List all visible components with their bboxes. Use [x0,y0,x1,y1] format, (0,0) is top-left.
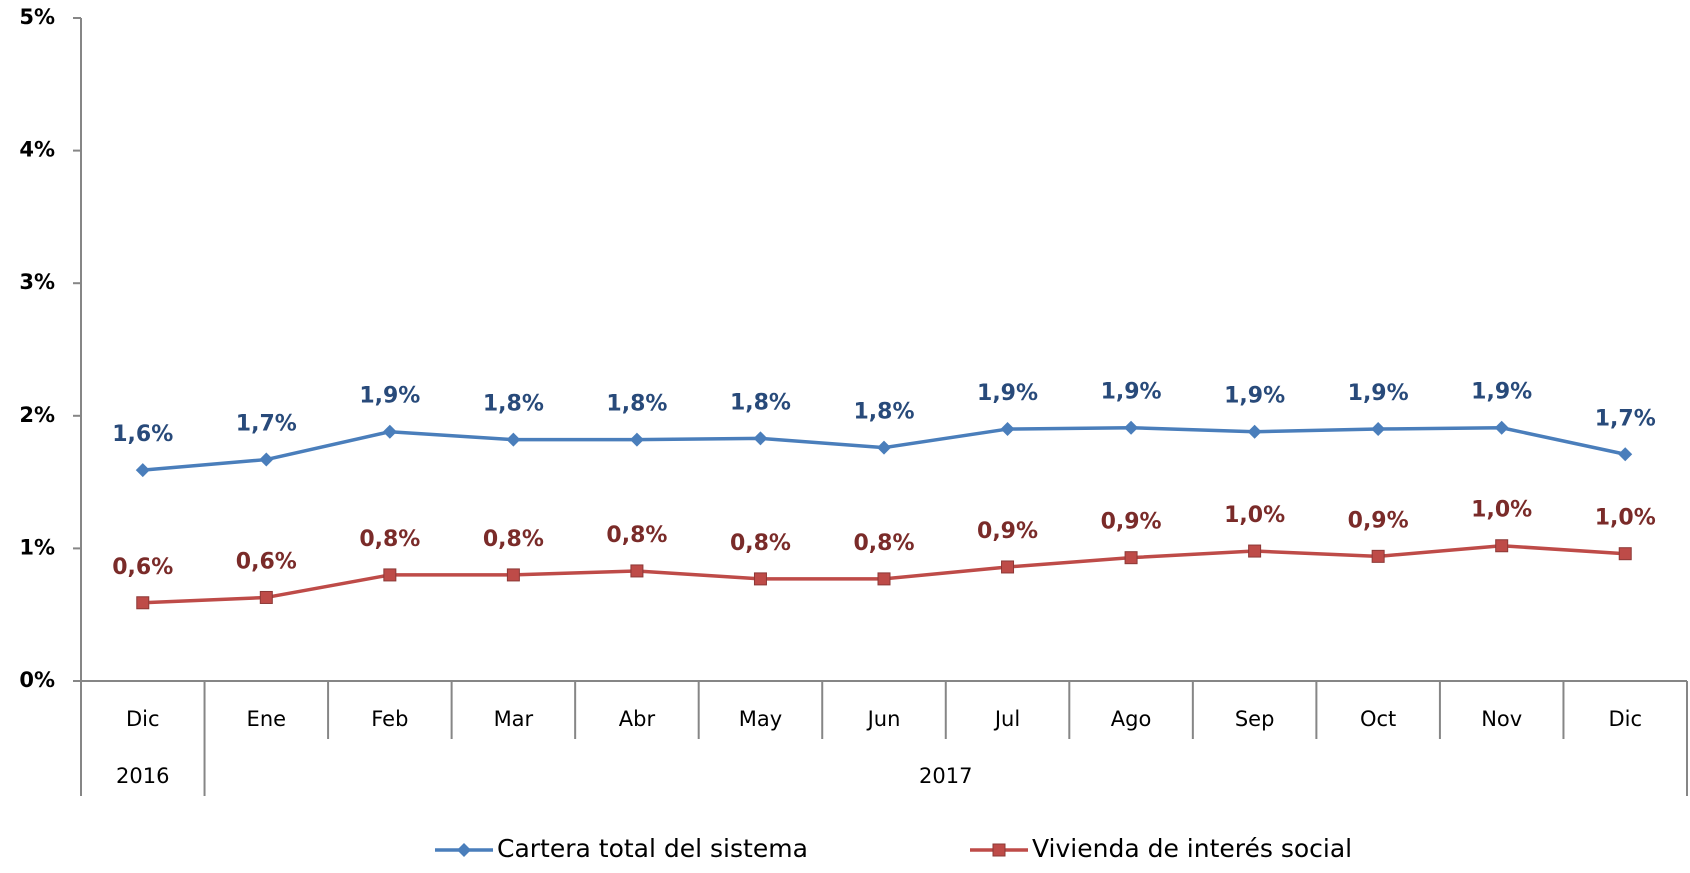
marker [1618,547,1632,561]
data-label: 0,6% [236,549,297,574]
x-tick-label: Oct [1360,707,1396,731]
marker [382,424,397,439]
x-tick-label: Dic [1608,707,1642,731]
legend-label: Vivienda de interés social [1032,834,1352,863]
data-label: 1,9% [977,381,1038,406]
data-label: 0,9% [977,519,1038,544]
data-label: 1,0% [1595,506,1656,531]
marker [1371,422,1386,437]
marker [506,568,520,582]
marker [1001,560,1015,574]
marker [1124,420,1139,435]
x-tick-label: Abr [619,707,656,731]
data-label: 1,9% [1224,384,1285,409]
y-tick-label: 1% [19,535,55,559]
data-label: 1,8% [606,392,667,417]
x-group-label: 2017 [919,764,972,788]
marker [753,431,768,446]
data-label: 1,6% [112,422,173,447]
data-label: 1,8% [730,390,791,415]
x-tick-label: Ene [247,707,287,731]
marker [506,432,521,447]
marker [1124,551,1138,565]
data-label: 1,0% [1224,503,1285,528]
x-tick-label: Jun [866,707,901,731]
x-tick-label: Jul [993,707,1020,731]
data-label: 0,8% [359,527,420,552]
data-label: 0,8% [606,523,667,548]
marker [1248,544,1262,558]
data-label: 0,9% [1101,510,1162,535]
marker [1247,424,1262,439]
data-label: 1,9% [1348,381,1409,406]
data-label: 1,9% [359,384,420,409]
y-tick-label: 5% [19,5,55,29]
y-tick-label: 4% [19,138,55,162]
data-label: 0,6% [112,555,173,580]
data-label: 1,8% [483,392,544,417]
marker [1618,447,1633,462]
legend-label: Cartera total del sistema [497,834,808,863]
y-tick-label: 2% [19,403,55,427]
x-tick-label: Sep [1235,707,1275,731]
data-label: 0,8% [853,531,914,556]
marker [753,572,767,586]
x-tick-label: May [739,707,782,731]
marker [135,463,150,478]
marker [629,432,644,447]
data-label: 1,7% [236,412,297,437]
x-tick-label: Dic [126,707,160,731]
marker [630,564,644,578]
data-label: 0,9% [1348,508,1409,533]
marker [259,452,274,467]
data-label: 1,0% [1471,498,1532,523]
data-label: 1,9% [1101,380,1162,405]
y-tick-label: 0% [19,668,55,692]
x-group-label: 2016 [116,764,169,788]
data-label: 0,8% [730,531,791,556]
data-label: 1,7% [1595,406,1656,431]
x-tick-label: Mar [494,707,534,731]
marker [136,596,150,610]
y-tick-label: 3% [19,270,55,294]
marker [1494,420,1509,435]
x-tick-label: Feb [371,707,408,731]
marker [992,843,1006,857]
marker [259,590,273,604]
data-label: 1,9% [1471,380,1532,405]
marker [1000,422,1015,437]
marker [1495,539,1509,553]
marker [877,440,891,455]
marker [877,572,891,586]
data-label: 0,8% [483,527,544,552]
marker [1371,549,1385,563]
x-tick-label: Nov [1481,707,1522,731]
data-label: 1,8% [853,400,914,425]
x-tick-label: Ago [1111,707,1152,731]
marker [457,843,471,857]
marker [383,568,397,582]
